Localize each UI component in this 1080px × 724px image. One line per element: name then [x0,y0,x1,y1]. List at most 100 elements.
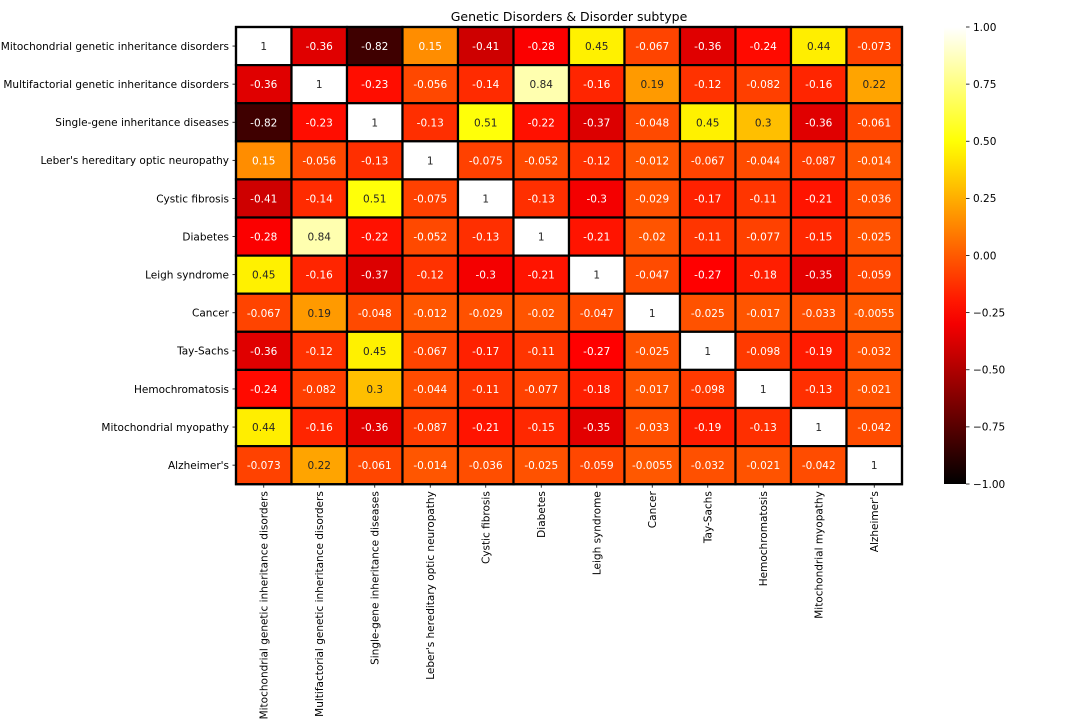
heatmap-cell [623,63,682,105]
heatmap-cell [234,140,293,181]
cell-value-label: -0.073 [857,41,891,53]
y-axis-tick-labels: Mitochondrial genetic inheritance disord… [1,41,236,472]
cell-value-label: -0.23 [361,79,388,91]
heatmap-cell [567,216,626,257]
colorbar-tick-label: −1.00 [973,479,1005,491]
cell-value-label: -0.017 [635,384,669,396]
cell-value-label: -0.11 [750,193,777,205]
x-tick-label: Alzheimer's [869,491,881,552]
heatmap-cell [290,445,349,486]
heatmap-cell [401,292,460,333]
heatmap-cell [234,216,293,257]
heatmap-cell [623,330,682,371]
colorbar-gradient [944,27,966,484]
cell-value-label: -0.025 [857,232,891,244]
cell-value-label: -0.35 [583,422,610,434]
cell-value-label: -0.017 [746,308,780,320]
heatmap-cell [789,178,848,219]
cell-value-label: -0.032 [857,346,891,358]
cell-value-label: -0.12 [306,346,333,358]
cell-value-label: -0.087 [413,422,447,434]
y-tick-label: Mitochondrial myopathy [101,422,229,434]
cell-value-label: -0.16 [583,79,610,91]
cell-value-label: 0.3 [755,117,772,129]
cell-value-label: -0.17 [694,193,721,205]
cell-value-label: -0.11 [528,346,555,358]
y-tick-label: Multifactorial genetic inheritance disor… [3,79,229,91]
heatmap-cell [234,292,293,333]
colorbar-tick-label: −0.75 [973,422,1005,434]
heatmap-cell [290,330,349,371]
cell-value-label: 1 [427,155,434,167]
cell-value-label: -0.13 [750,422,777,434]
cell-value-label: 0.15 [419,41,442,53]
y-tick-label: Alzheimer's [168,460,229,472]
cell-value-label: -0.056 [413,79,447,91]
x-tick-label: Leigh syndrome [592,491,604,575]
heatmap-cell [456,102,515,143]
heatmap-cell [567,254,626,295]
heatmap-cell [623,406,682,448]
cell-value-label: -0.077 [746,232,780,244]
cell-value-label: -0.19 [694,422,721,434]
heatmap-cell [623,216,682,257]
cell-value-label: -0.067 [413,346,447,358]
cell-value-label: -0.3 [476,270,497,282]
heatmap-cells: 1 -0.36 -0.82 0.15 -0.41 -0.28 0.45 -0.067 -0.36… [234,25,904,486]
cell-value-label: -0.052 [413,232,447,244]
cell-value-label: -0.16 [805,79,832,91]
cell-value-label: -0.032 [691,460,725,472]
cell-value-label: 0.45 [696,117,719,129]
cell-value-label: -0.27 [583,346,610,358]
x-axis-tick-labels: Mitochondrial genetic inheritance disord… [259,484,881,719]
heatmap-cell [734,140,793,181]
cell-value-label: -0.077 [524,384,558,396]
cell-value-label: -0.042 [802,460,836,472]
y-tick-label: Single-gene inheritance diseases [55,117,229,129]
heatmap-cell [345,102,404,143]
colorbar-tick-label: 0.25 [973,193,996,205]
cell-value-label: -0.27 [694,270,721,282]
cell-value-label: 0.44 [807,41,831,53]
cell-value-label: -0.067 [691,155,725,167]
cell-value-label: -0.036 [857,193,891,205]
cell-value-label: 0.19 [641,79,664,91]
cell-value-label: 0.84 [530,79,554,91]
cell-value-label: -0.18 [583,384,610,396]
x-tick-label: Cancer [647,491,659,529]
heatmap-cell [678,216,737,257]
cell-value-label: -0.16 [306,270,333,282]
heatmap-cell [345,178,404,219]
cell-value-label: -0.075 [469,155,503,167]
colorbar-tick-label: −0.50 [973,365,1005,377]
chart-title: Genetic Disorders & Disorder subtype [451,9,688,24]
cell-value-label: -0.021 [857,384,891,396]
cell-value-label: 1 [482,193,489,205]
cell-value-label: -0.061 [857,117,891,129]
cell-value-label: -0.14 [306,193,333,205]
cell-value-label: -0.052 [524,155,558,167]
cell-value-label: -0.025 [524,460,558,472]
heatmap-cell [845,292,904,333]
cell-value-label: -0.15 [528,422,555,434]
cell-value-label: 1 [704,346,711,358]
cell-value-label: -0.098 [691,384,725,396]
cell-value-label: -0.012 [635,155,669,167]
cell-value-label: -0.21 [805,193,832,205]
cell-value-label: -0.0055 [854,308,895,320]
heatmap-cell [678,140,737,181]
cell-value-label: -0.036 [469,460,503,472]
heatmap-cell [512,216,571,257]
x-tick-label: Mitochondrial genetic inheritance disord… [259,491,271,719]
heatmap-cell [512,178,571,219]
cell-value-label: -0.029 [635,193,669,205]
cell-value-label: -0.13 [417,117,444,129]
y-tick-label: Hemochromatosis [134,384,229,396]
cell-value-label: 0.22 [308,460,331,472]
cell-value-label: -0.37 [583,117,610,129]
cell-value-label: -0.21 [583,232,610,244]
cell-value-label: 1 [538,232,545,244]
y-tick-label: Cystic fibrosis [156,193,229,205]
cell-value-label: -0.24 [250,384,277,396]
